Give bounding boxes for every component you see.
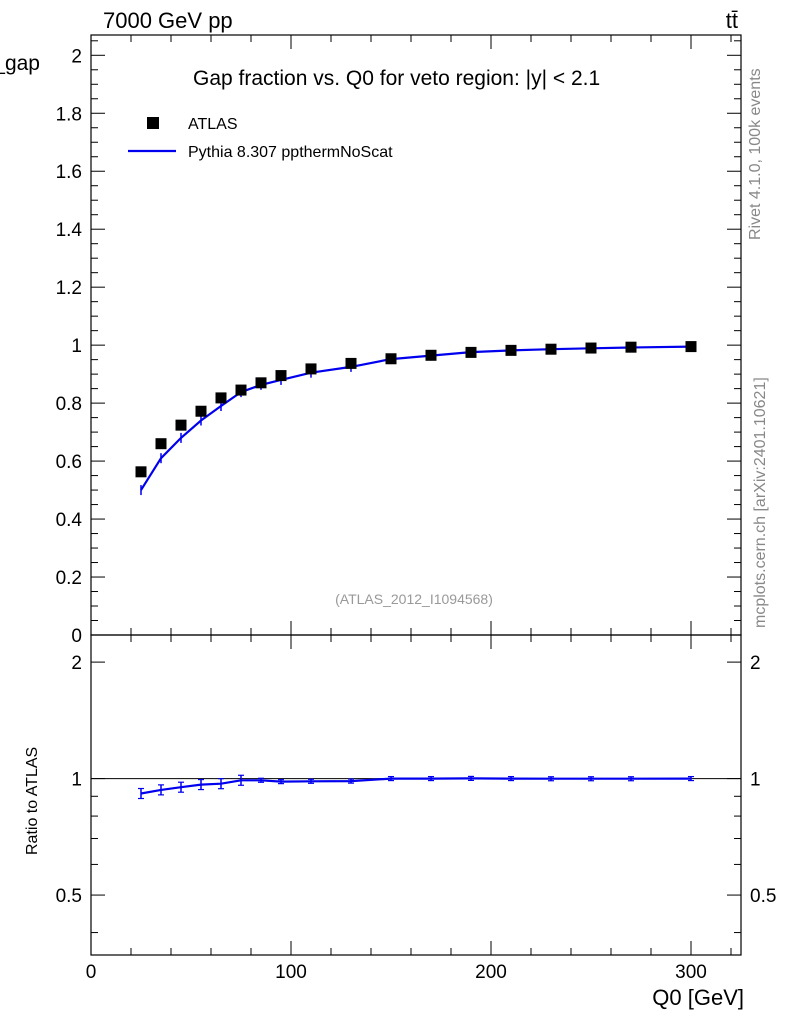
rivet-label: Rivet 4.1.0, 100k events: [747, 68, 764, 240]
atlas-data-point: [175, 419, 187, 431]
atlas-data-point: [545, 343, 557, 355]
analysis-tag: (ATLAS_2012_I1094568): [335, 591, 493, 607]
atlas-data-point: [235, 384, 247, 396]
atlas-data-point: [215, 392, 227, 404]
atlas-series: [135, 341, 697, 478]
ratio-axis-label: Ratio to ATLAS: [24, 747, 41, 855]
legend: ATLAS Pythia 8.307 ppthermNoScat: [128, 116, 393, 161]
x-tick-label: 0: [86, 962, 97, 983]
atlas-data-point: [155, 438, 167, 450]
atlas-data-point: [255, 377, 267, 389]
axes-layer: 0 100 200 300 0 0.2 0.4 0.6 0.8 1 1.2 1.4 1.6 1.8 2 0.5…: [56, 34, 776, 983]
x-tick-label: 200: [475, 962, 507, 983]
atlas-data-point: [425, 349, 437, 361]
atlas-data-point: [135, 466, 147, 478]
y-tick-label: 1.6: [56, 162, 82, 183]
x-tick-label: 100: [275, 962, 307, 983]
ratio-line: [140, 777, 692, 795]
atlas-data-point: [505, 344, 517, 356]
ratio-series: [138, 774, 694, 800]
ratio-tick-label-left: 1: [71, 770, 82, 791]
x-axis-label: Q0 [GeV]: [652, 985, 744, 1010]
atlas-data-point: [465, 346, 477, 358]
atlas-data-point: [305, 363, 317, 375]
atlas-data-point: [195, 405, 207, 417]
y-tick-label: 0.8: [56, 394, 82, 415]
pythia-line: [140, 345, 692, 491]
y-tick-label: 1: [71, 336, 82, 357]
ratio-tick-label-right: 0.5: [750, 886, 776, 907]
ratio-tick-label-right: 2: [750, 653, 761, 674]
plot-title: Gap fraction vs. Q0 for veto region: |y|…: [193, 67, 600, 90]
ratio-tick-label-right: 1: [750, 770, 761, 791]
y-tick-label: 1.2: [56, 278, 82, 299]
y-tick-label: 0: [71, 626, 82, 647]
y-tick-label: 2: [71, 46, 82, 67]
atlas-data-point: [585, 342, 597, 354]
y-tick-label: 1.8: [56, 104, 82, 125]
atlas-data-point: [385, 353, 397, 365]
x-tick-label: 300: [675, 962, 707, 983]
ratio-tick-label-left: 2: [71, 653, 82, 674]
mcplots-label: mcplots.cern.ch [arXiv:2401.10621]: [752, 377, 769, 628]
y-axis-label: f_gap: [0, 52, 40, 75]
ratio-plot-frame: [90, 634, 742, 956]
y-tick-label: 0.4: [56, 510, 83, 531]
atlas-data-point: [685, 341, 697, 353]
process-label: tt̄: [726, 8, 738, 33]
atlas-data-point: [345, 357, 357, 369]
y-tick-label: 0.6: [56, 452, 82, 473]
y-tick-label: 1.4: [56, 220, 83, 241]
y-tick-label: 0.2: [56, 568, 82, 589]
atlas-data-point: [275, 370, 287, 382]
legend-atlas-label: ATLAS: [188, 116, 238, 133]
atlas-data-point: [625, 341, 637, 353]
energy-label: 7000 GeV pp: [103, 8, 233, 33]
legend-atlas-marker: [147, 117, 159, 129]
legend-pythia-label: Pythia 8.307 ppthermNoScat: [188, 144, 393, 161]
ratio-tick-label-left: 0.5: [56, 886, 82, 907]
